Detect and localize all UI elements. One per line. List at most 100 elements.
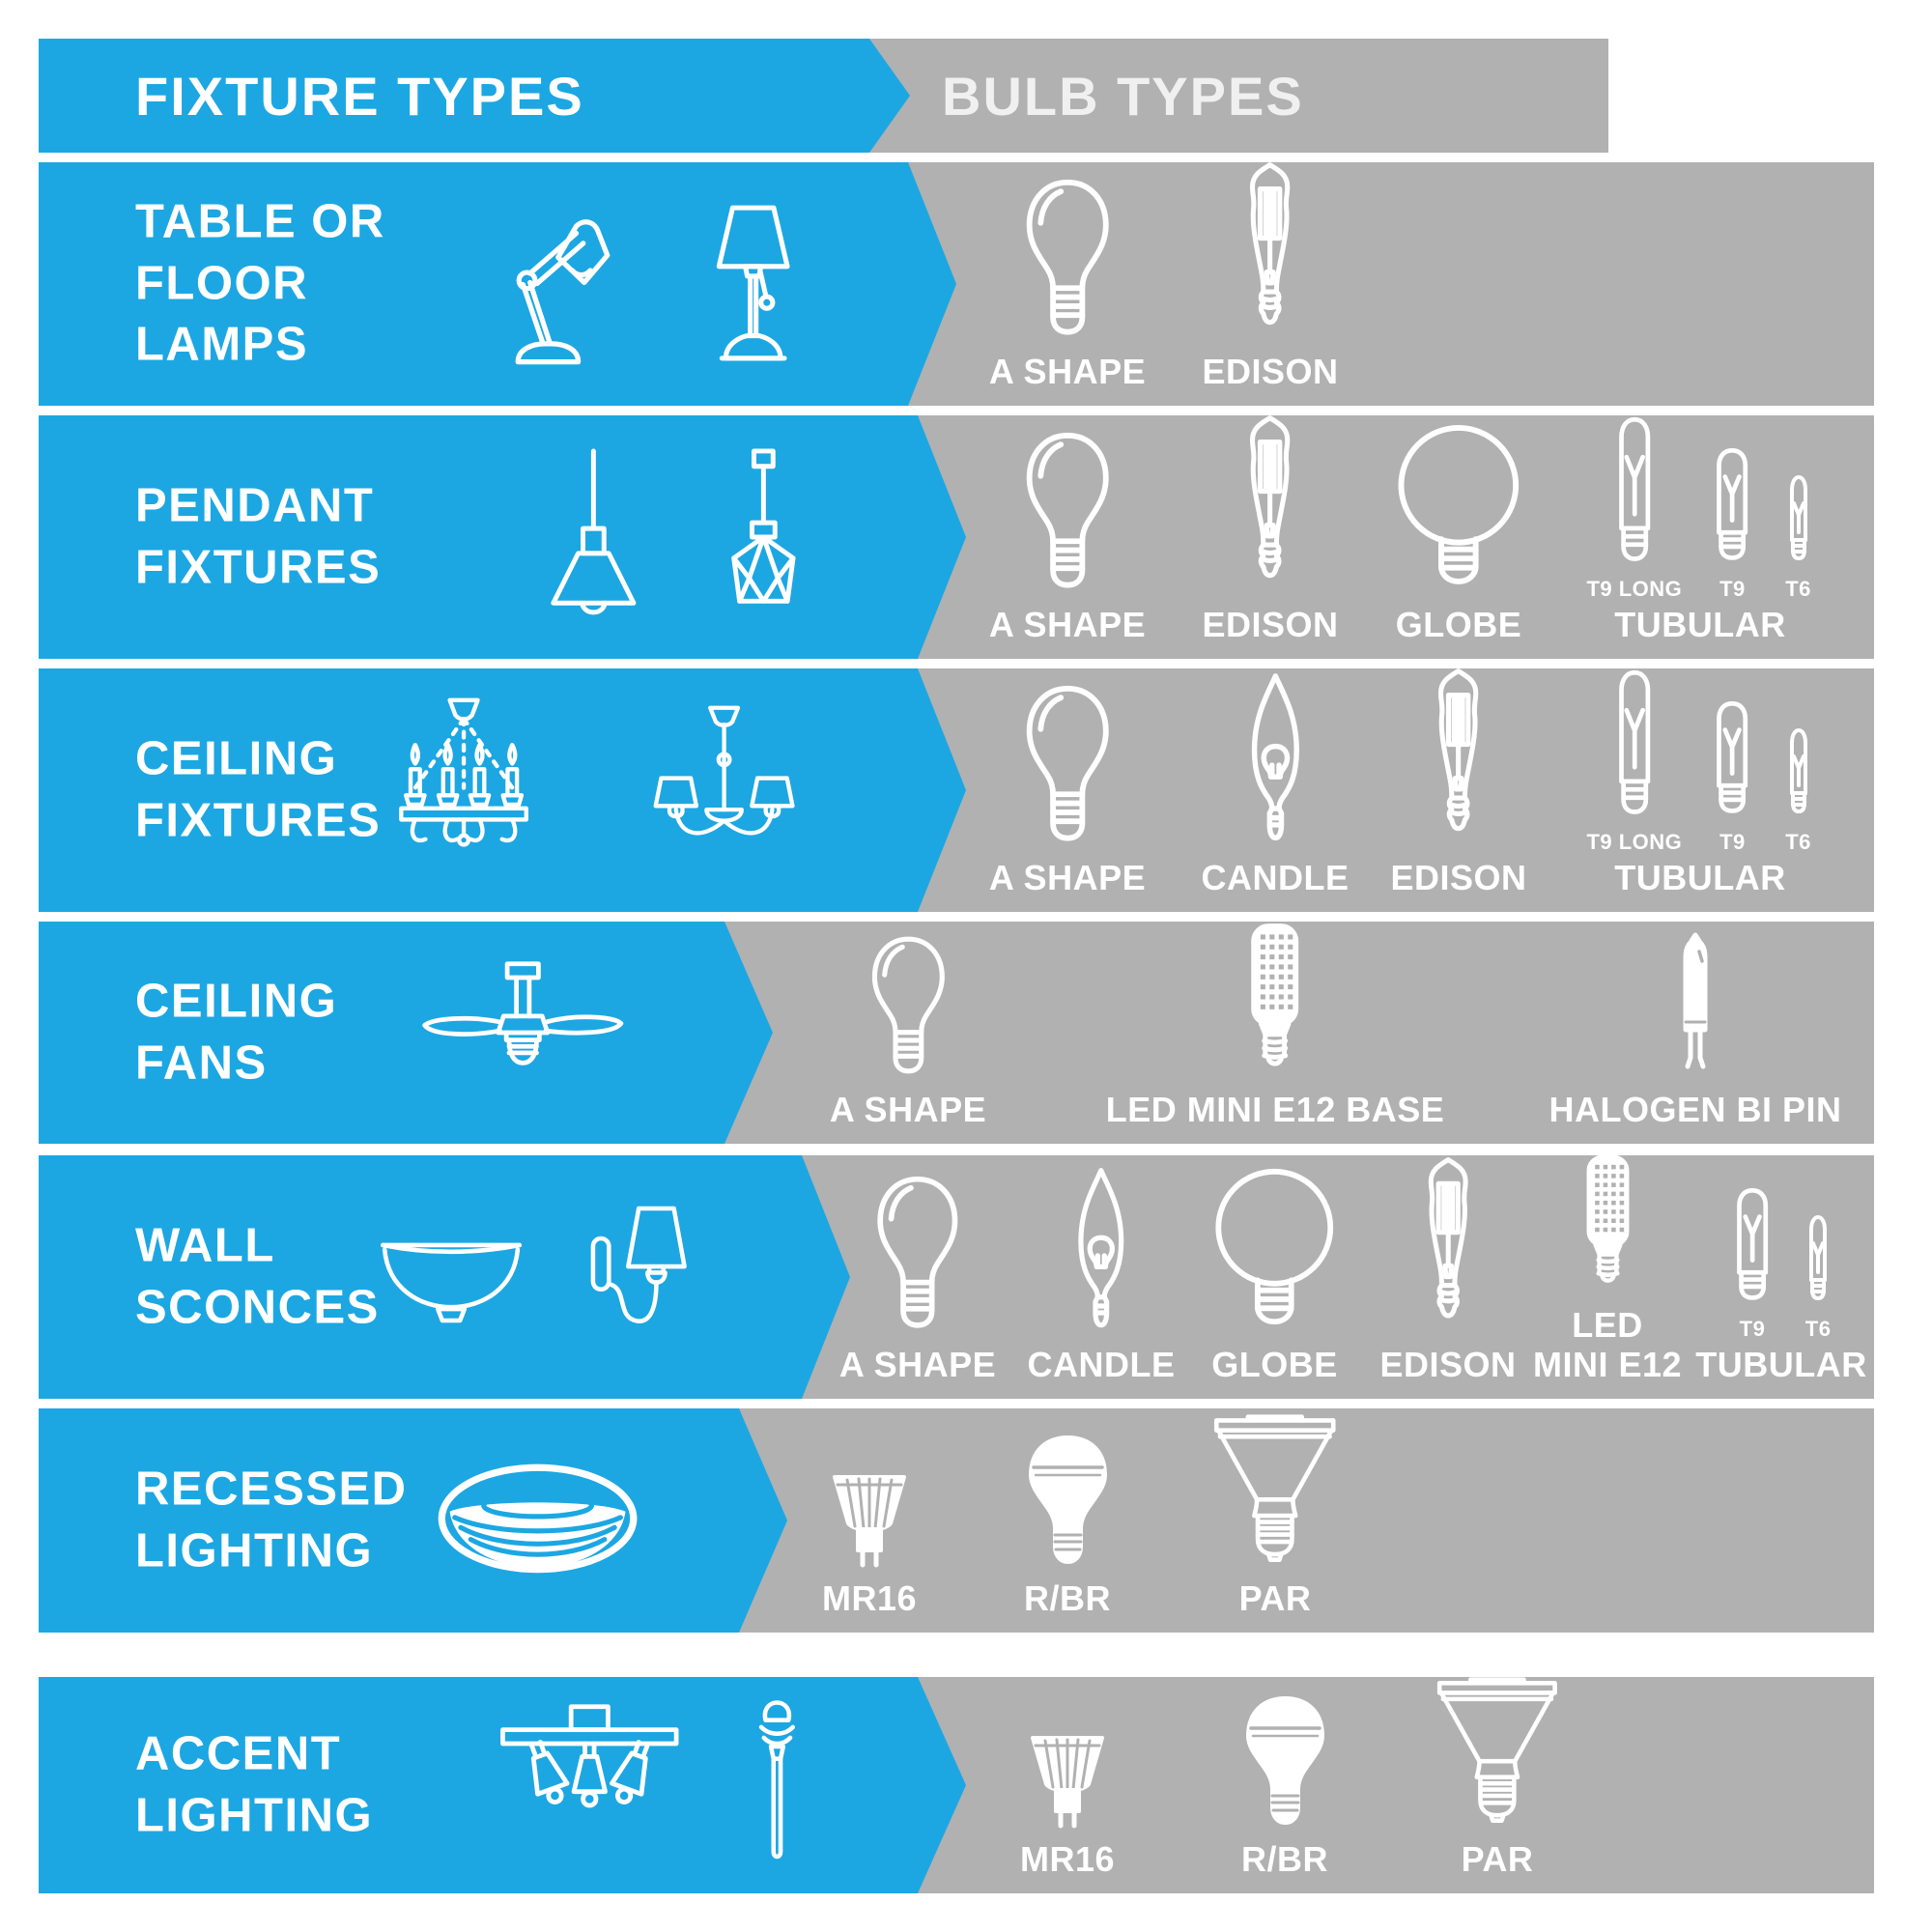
bulb-label: GLOBE	[1211, 1344, 1338, 1384]
bulb-label: EDISON	[1390, 857, 1527, 897]
fixture-title-line: SCONCES	[135, 1281, 380, 1333]
edison-icon	[1420, 666, 1496, 847]
bulb-halogen-bi-pin: HALOGEN BI PIN	[1536, 932, 1855, 1129]
row-ceiling-fixtures: A SHAPE CANDLE EDISON T9 LONG T9 T6 TUBULAR CEI…	[39, 668, 1874, 912]
fixture-title-line: FLOOR	[135, 257, 308, 310]
mr16-icon	[829, 1471, 910, 1568]
bulb-label: A SHAPE	[829, 1089, 987, 1129]
fixture-icons-ceiling-fans	[417, 959, 629, 1106]
fixture-title-line: WALL	[135, 1219, 275, 1272]
bulb-label: A SHAPE	[988, 857, 1147, 897]
bulb-group-tubular: T9 LONG T9 T6 TUBULAR	[1555, 414, 1845, 644]
fixture-title-line: LIGHTING	[135, 1524, 374, 1577]
fixture-icons-wall-sconces	[376, 1189, 705, 1365]
bulb-list-ceiling-fixtures: A SHAPE CANDLE EDISON T9 LONG T9 T6 TUBULAR	[889, 668, 1874, 912]
desk-lamp-icon	[488, 196, 639, 372]
par-icon	[1431, 1676, 1564, 1829]
fixture-banner-recessed-lighting: RECESSED LIGHTING	[39, 1408, 787, 1633]
bulb-edison: EDISON	[1198, 159, 1343, 391]
tubular-t9-long-icon	[1611, 414, 1658, 569]
fixture-title-recessed-lighting: RECESSED LIGHTING	[135, 1459, 408, 1581]
bulb-a-shape: A SHAPE	[984, 430, 1151, 644]
bulb-list-accent-lighting: MR16 R/BR PAR	[889, 1677, 1874, 1893]
bulb-label: HALOGEN BI PIN	[1548, 1089, 1842, 1129]
a-shape-icon	[859, 934, 958, 1079]
bulb-list-table-or-floor-lamps: A SHAPE EDISON	[879, 159, 1874, 406]
led-mini-e12-icon	[1236, 920, 1314, 1079]
bulb-label: LED MINI E12	[1533, 1306, 1682, 1384]
row-table-or-floor-lamps: A SHAPE EDISON TABLE OR FLOOR LAMPS	[39, 159, 1874, 406]
fixture-title-ceiling-fans: CEILING FANS	[135, 971, 337, 1094]
row-ceiling-fans: A SHAPE LED MINI E12 BASE HALOGEN BI PIN CE…	[39, 922, 1874, 1144]
bulb-led-mini-e12: LED MINI E12	[1525, 1151, 1690, 1384]
fixture-title-wall-sconces: WALL SCONCES	[135, 1215, 380, 1338]
bulb-label: LED MINI E12 BASE	[1105, 1089, 1445, 1129]
bulb-label: MR16	[821, 1577, 918, 1618]
bulb-label: A SHAPE	[988, 351, 1147, 391]
fixture-title-line: CEILING	[135, 732, 338, 785]
globe-icon	[1209, 1166, 1340, 1334]
bulb-tubular-t9: T9	[1729, 1185, 1776, 1342]
bulb-r-br: R/BR	[995, 1433, 1140, 1618]
fixture-title-pendant-fixtures: PENDANT FIXTURES	[135, 475, 381, 598]
bulb-edison: EDISON	[1198, 412, 1343, 644]
candle-icon	[1067, 1166, 1135, 1334]
bulb-tubular-t9: T9	[1709, 698, 1755, 855]
fixture-banner-ceiling-fans: CEILING FANS	[39, 922, 773, 1144]
fixture-icons-table-or-floor-lamps	[488, 196, 811, 372]
tubular-t9-icon	[1709, 445, 1755, 569]
bulb-label: PAR	[1238, 1577, 1312, 1618]
pendant-cone-icon	[536, 446, 651, 628]
bulb-candle: CANDLE	[1028, 1166, 1175, 1384]
fixture-types-header: FIXTURE TYPES	[39, 39, 910, 153]
r-br-icon	[1238, 1693, 1332, 1829]
mr16-icon	[1027, 1732, 1108, 1829]
bulb-globe: GLOBE	[1195, 1166, 1354, 1384]
bulb-size-label: T9	[1719, 576, 1746, 601]
bulb-tubular-t9-long: T9 LONG	[1586, 414, 1682, 602]
bulb-tubular-t6: T6	[1783, 472, 1814, 602]
row-wall-sconces: A SHAPE CANDLE GLOBE EDISON LED MINI E12 T9 T6 T…	[39, 1155, 1874, 1399]
bulb-size-label: T9	[1719, 829, 1746, 854]
bulb-size-label: T6	[1785, 829, 1811, 854]
bulb-list-wall-sconces: A SHAPE CANDLE GLOBE EDISON LED MINI E12 T9 T6 T…	[773, 1155, 1874, 1399]
tubular-t9-icon	[1729, 1185, 1776, 1309]
bulb-list-ceiling-fans: A SHAPE LED MINI E12 BASE HALOGEN BI PIN	[696, 922, 1874, 1144]
bulb-tubular-t6: T6	[1803, 1212, 1833, 1342]
bulb-group-tubular: T9 LONG T9 T6 TUBULAR	[1555, 668, 1845, 897]
fixture-title-line: FANS	[135, 1037, 268, 1089]
bulb-group-tubular: T9 T6 TUBULAR	[1695, 1185, 1866, 1384]
bulb-label: A SHAPE	[838, 1344, 997, 1384]
bulb-mr16: MR16	[1005, 1732, 1130, 1879]
track-light-icon	[492, 1702, 686, 1868]
bulb-label: TUBULAR	[1695, 1344, 1867, 1384]
bulb-label: CANDLE	[1201, 857, 1350, 897]
tubular-t6-icon	[1783, 472, 1814, 569]
bulb-label: GLOBE	[1395, 604, 1522, 644]
bulb-label: EDISON	[1202, 604, 1339, 644]
fixture-title-line: FIXTURES	[135, 794, 382, 846]
bulb-group-items: T9 LONG T9 T6	[1586, 668, 1813, 855]
bulb-r-br: R/BR	[1212, 1693, 1357, 1879]
a-shape-icon	[1011, 177, 1123, 341]
bulb-label: R/BR	[1241, 1838, 1328, 1879]
ceiling-fan-icon	[417, 959, 629, 1106]
fixture-title-line: CEILING	[135, 975, 338, 1028]
fixture-title-line: LIGHTING	[135, 1789, 374, 1841]
par-icon	[1208, 1413, 1343, 1568]
recessed-light-icon	[433, 1462, 642, 1579]
bulb-size-label: T9 LONG	[1586, 576, 1683, 601]
bulb-label: MR16	[1019, 1838, 1116, 1879]
bulb-label: TUBULAR	[1614, 604, 1786, 644]
bulb-group-items: T9 LONG T9 T6	[1586, 414, 1813, 602]
a-shape-icon	[863, 1174, 973, 1334]
bulb-label: R/BR	[1024, 1577, 1111, 1618]
bulb-a-shape: A SHAPE	[838, 1174, 997, 1384]
chandelier-shades-icon	[627, 702, 821, 878]
bulb-mr16: MR16	[807, 1471, 932, 1618]
candle-icon	[1240, 671, 1311, 847]
table-lamp-icon	[695, 196, 811, 372]
chandelier-icon	[356, 695, 571, 886]
fixture-title-table-or-floor-lamps: TABLE OR FLOOR LAMPS	[135, 191, 385, 376]
pendant-geometric-icon	[706, 446, 821, 628]
